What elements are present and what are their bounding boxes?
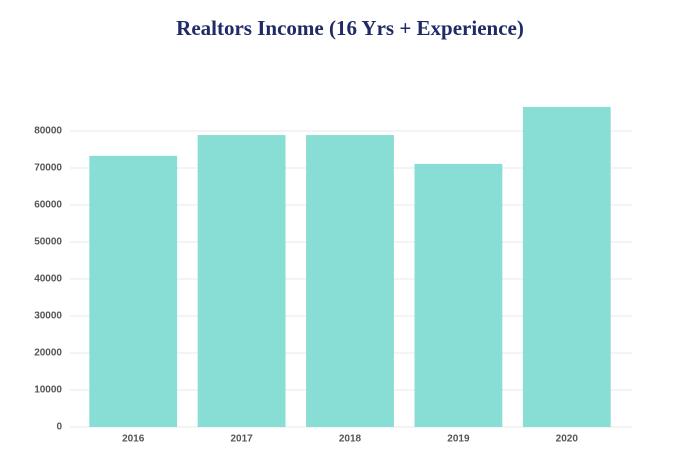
y-tick-label: 70000 — [34, 163, 62, 174]
y-tick-label: 40000 — [34, 274, 62, 285]
x-tick-label: 2016 — [122, 434, 145, 445]
y-tick-label: 0 — [56, 422, 62, 433]
x-tick-label: 2019 — [447, 434, 470, 445]
y-tick-label: 10000 — [34, 385, 62, 396]
x-tick-label: 2017 — [230, 434, 253, 445]
bar — [522, 106, 611, 427]
bar — [414, 163, 503, 427]
y-tick-label: 80000 — [34, 126, 62, 137]
chart-title: Realtors Income (16 Yrs + Experience) — [176, 16, 524, 40]
bar — [306, 135, 394, 427]
y-tick-label: 60000 — [34, 200, 62, 211]
bar — [89, 155, 178, 428]
bar — [197, 135, 286, 427]
x-tick-label: 2020 — [556, 434, 579, 445]
y-tick-label: 20000 — [34, 348, 62, 359]
y-tick-label: 50000 — [34, 237, 62, 248]
y-tick-label: 30000 — [34, 311, 62, 322]
x-tick-label: 2018 — [339, 434, 362, 445]
